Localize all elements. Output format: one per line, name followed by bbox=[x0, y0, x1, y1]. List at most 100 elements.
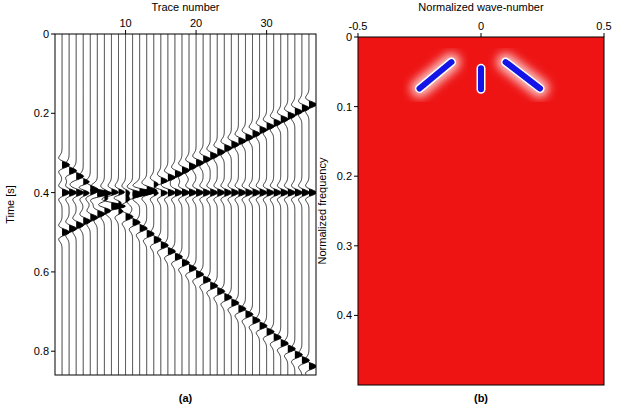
trace bbox=[306, 34, 316, 375]
x-tick-label: 20 bbox=[190, 17, 202, 29]
trace bbox=[133, 34, 155, 375]
energy-halo bbox=[472, 68, 490, 89]
plot-area bbox=[59, 34, 316, 375]
y-tick bbox=[51, 192, 55, 193]
event-lobe bbox=[118, 207, 122, 214]
plot-area bbox=[358, 37, 604, 385]
event-lobe bbox=[210, 189, 218, 196]
x-tick bbox=[196, 30, 197, 34]
event-lobe bbox=[104, 189, 108, 196]
event-lobe bbox=[302, 189, 310, 196]
trace bbox=[142, 34, 157, 375]
panel-label: (a) bbox=[179, 392, 193, 404]
x-tick bbox=[266, 30, 267, 34]
frame bbox=[358, 37, 604, 385]
energy-peak bbox=[506, 62, 540, 88]
event-lobe bbox=[295, 189, 302, 196]
trace bbox=[99, 34, 111, 375]
figure: 10 20 30 0 0.2 0.4 0.6 0.8 Trace number Time [s] (… bbox=[0, 0, 619, 410]
y-tick bbox=[51, 271, 55, 272]
energy-rim bbox=[420, 62, 452, 88]
event-lobe bbox=[224, 189, 231, 196]
trace bbox=[127, 34, 144, 375]
y-tick-label: 0.2 bbox=[337, 170, 352, 182]
x-tick-label: 30 bbox=[260, 17, 272, 29]
event-lobe bbox=[267, 189, 275, 196]
trace bbox=[170, 34, 182, 375]
energy-rim bbox=[506, 62, 540, 88]
event-lobe bbox=[274, 189, 281, 196]
event-lobe bbox=[118, 189, 124, 196]
y-tick bbox=[51, 34, 55, 35]
x-tick bbox=[125, 30, 126, 34]
event-lobe bbox=[83, 189, 89, 196]
y-tick-label: 0.6 bbox=[34, 266, 49, 278]
y-axis-title: Normalized frequency bbox=[316, 157, 328, 264]
energy-halo bbox=[506, 62, 540, 88]
event-lobe bbox=[90, 189, 98, 196]
y-tick-label: 0.8 bbox=[34, 345, 49, 357]
y-tick bbox=[354, 106, 358, 107]
y-tick-label: 0.3 bbox=[337, 240, 352, 252]
event-lobe bbox=[288, 189, 296, 196]
event-lobe bbox=[62, 189, 70, 196]
y-tick-label: 0.4 bbox=[337, 309, 352, 321]
event-lobe bbox=[111, 189, 118, 196]
event-lobe bbox=[126, 189, 130, 196]
y-tick bbox=[51, 113, 55, 114]
y-tick bbox=[354, 315, 358, 316]
x-axis-title: Trace number bbox=[151, 1, 219, 13]
event-lobe bbox=[161, 189, 168, 196]
y-tick-label: 0 bbox=[346, 31, 352, 43]
event-lobe bbox=[154, 189, 158, 196]
panel-label: (b) bbox=[474, 392, 488, 404]
event-lobe bbox=[189, 189, 196, 196]
event-lobe bbox=[309, 363, 316, 370]
event-lobe bbox=[111, 203, 125, 210]
energy-rim bbox=[477, 68, 486, 89]
trace bbox=[161, 34, 175, 375]
y-tick bbox=[354, 176, 358, 177]
trace bbox=[70, 34, 84, 375]
x-tick bbox=[481, 33, 482, 37]
trace bbox=[91, 34, 112, 375]
event-lobe bbox=[196, 189, 204, 196]
event-lobe bbox=[238, 189, 245, 196]
event-lobe bbox=[175, 189, 182, 196]
event-lobe bbox=[231, 189, 239, 196]
x-tick-label: 10 bbox=[119, 17, 131, 29]
trace bbox=[155, 34, 168, 375]
trace bbox=[120, 34, 133, 375]
x-tick-label: 0 bbox=[478, 20, 484, 32]
y-tick-label: 0.2 bbox=[34, 107, 49, 119]
y-tick-label: 0 bbox=[43, 28, 49, 40]
y-tick-label: 0.4 bbox=[34, 187, 49, 199]
event-lobe bbox=[245, 189, 253, 196]
x-tick-label: 0.5 bbox=[596, 20, 611, 32]
event-lobe bbox=[69, 189, 76, 196]
y-tick-label: 0.1 bbox=[337, 101, 352, 113]
y-tick bbox=[51, 351, 55, 352]
event-lobe bbox=[309, 189, 316, 196]
x-tick bbox=[604, 33, 605, 37]
x-tick bbox=[358, 33, 359, 37]
event-lobe bbox=[97, 189, 112, 196]
event-lobe bbox=[260, 189, 267, 196]
y-tick bbox=[354, 245, 358, 246]
event-lobe bbox=[154, 181, 158, 188]
event-lobe bbox=[217, 189, 225, 196]
x-axis-title: Normalized wave-number bbox=[418, 1, 544, 13]
event-lobe bbox=[76, 189, 83, 196]
event-lobe bbox=[126, 196, 130, 203]
event-lobe bbox=[182, 189, 190, 196]
event-lobe bbox=[309, 101, 316, 108]
energy-peak bbox=[478, 68, 484, 89]
trace bbox=[86, 34, 99, 375]
y-tick bbox=[354, 37, 358, 38]
event-lobe bbox=[281, 189, 289, 196]
event-lobe bbox=[203, 189, 210, 196]
frame bbox=[55, 34, 316, 375]
energy-halo bbox=[420, 62, 452, 88]
spectrum-background bbox=[358, 37, 604, 385]
y-axis-title: Time [s] bbox=[4, 185, 16, 224]
